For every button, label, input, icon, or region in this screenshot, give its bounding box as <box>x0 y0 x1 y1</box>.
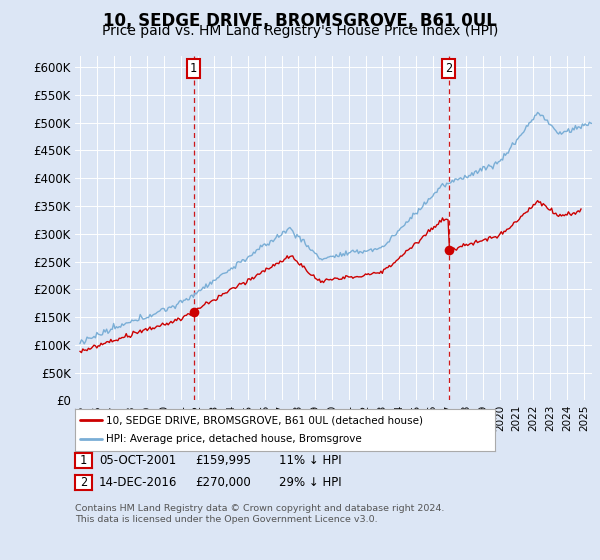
Text: Price paid vs. HM Land Registry's House Price Index (HPI): Price paid vs. HM Land Registry's House … <box>102 24 498 38</box>
Text: £159,995: £159,995 <box>195 454 251 467</box>
Text: HPI: Average price, detached house, Bromsgrove: HPI: Average price, detached house, Brom… <box>107 435 362 445</box>
Text: 11% ↓ HPI: 11% ↓ HPI <box>279 454 341 467</box>
Text: 1: 1 <box>80 454 87 467</box>
Text: 05-OCT-2001: 05-OCT-2001 <box>99 454 176 467</box>
Text: 14-DEC-2016: 14-DEC-2016 <box>99 476 178 489</box>
Text: This data is licensed under the Open Government Licence v3.0.: This data is licensed under the Open Gov… <box>75 515 377 524</box>
Text: Contains HM Land Registry data © Crown copyright and database right 2024.: Contains HM Land Registry data © Crown c… <box>75 504 445 513</box>
Text: 2: 2 <box>445 62 452 74</box>
Text: £270,000: £270,000 <box>195 476 251 489</box>
Text: 10, SEDGE DRIVE, BROMSGROVE, B61 0UL: 10, SEDGE DRIVE, BROMSGROVE, B61 0UL <box>103 12 497 30</box>
Text: 2: 2 <box>80 476 87 489</box>
Text: 10, SEDGE DRIVE, BROMSGROVE, B61 0UL (detached house): 10, SEDGE DRIVE, BROMSGROVE, B61 0UL (de… <box>107 415 424 425</box>
Text: 1: 1 <box>190 62 197 74</box>
Text: 29% ↓ HPI: 29% ↓ HPI <box>279 476 341 489</box>
